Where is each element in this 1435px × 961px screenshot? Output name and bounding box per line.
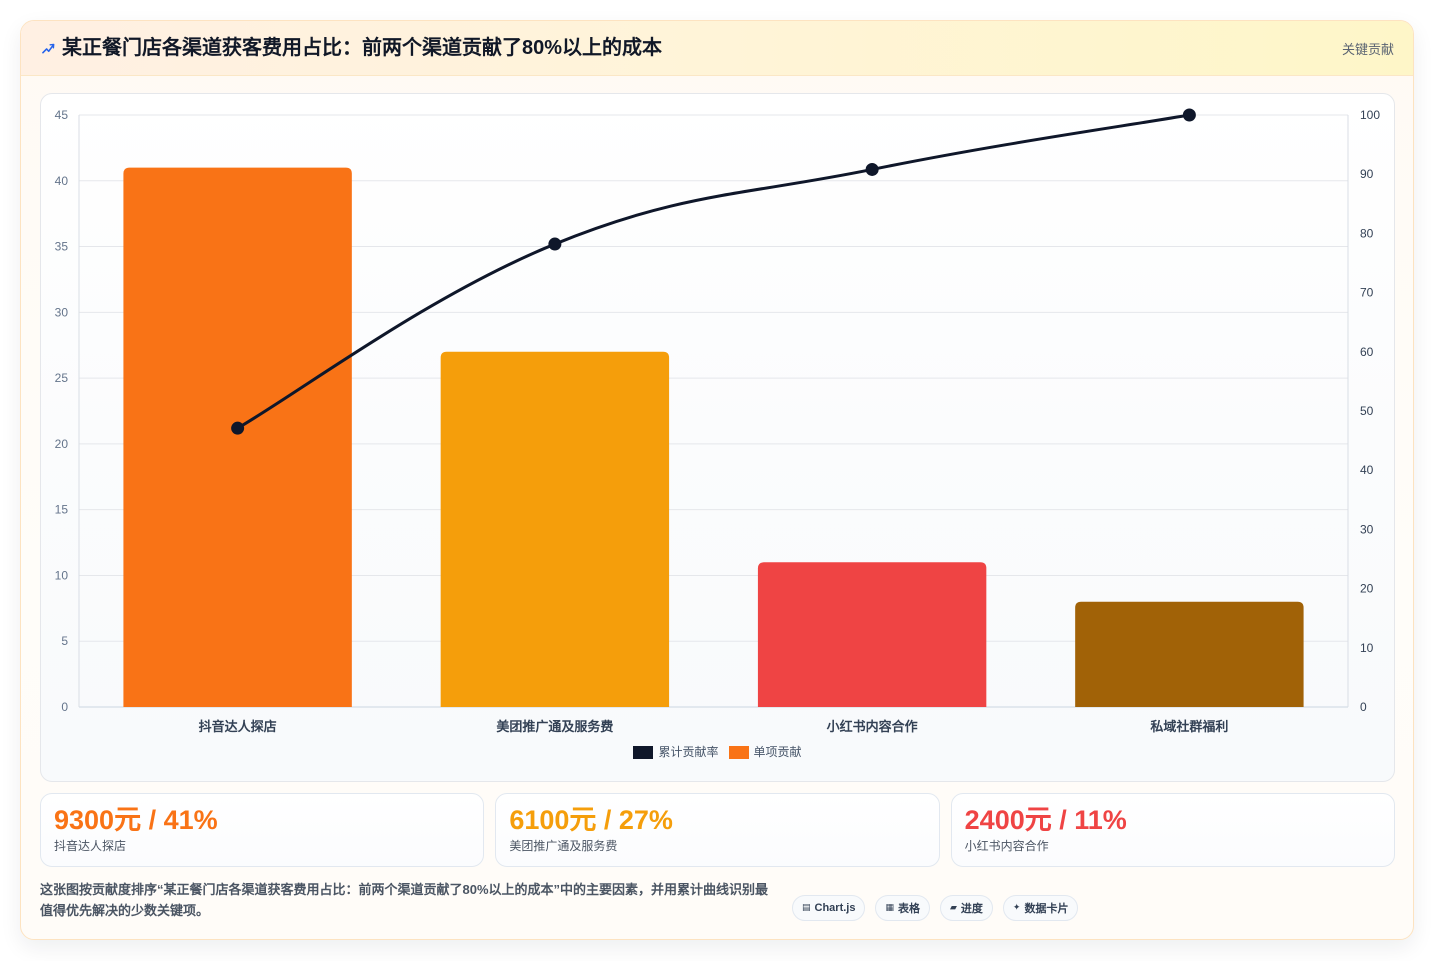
kpi-value: 9300元 / 41%: [54, 805, 218, 835]
chart-legend: 累计贡献率 单项贡献: [41, 745, 1394, 759]
y-right-tick-label: 80: [1360, 226, 1374, 240]
y-left-tick-label: 30: [55, 305, 69, 319]
y-right-tick-label: 50: [1360, 404, 1374, 418]
tag-data-card: 数据卡片: [1002, 895, 1079, 921]
legend-label-cumulative: 累计贡献率: [658, 745, 719, 759]
kpi-label: 小红书内容合作: [964, 839, 1049, 853]
kpi-value: 6100元 / 27%: [509, 805, 673, 835]
line-layer: [231, 108, 1196, 435]
label-layer: 0 5 10 15 20 25 30 35 40 45 0 10 20 30 40 50 60 70 80 90 100…: [55, 108, 1381, 734]
card-header: 某正餐门店各渠道获客费用占比：前两个渠道贡献了80%以上的成本 关键贡献: [21, 21, 1413, 76]
y-left-tick-label: 10: [55, 568, 69, 582]
tag-progress: 进度: [940, 895, 993, 921]
y-right-tick-label: 60: [1360, 345, 1374, 359]
cumulative-line: [236, 113, 1190, 430]
bar-2: [440, 351, 670, 707]
y-left-tick-label: 40: [55, 174, 69, 188]
y-left-tick-label: 35: [55, 240, 69, 254]
cumulative-point-3: [865, 162, 879, 176]
electric-arrow-icon: [42, 43, 55, 53]
kpi-label: 抖音达人探店: [54, 839, 127, 853]
cumulative-point-4: [1182, 108, 1196, 122]
y-left-tick-label: 0: [61, 700, 68, 714]
kpi-label: 美团推广通及服务费: [509, 839, 618, 853]
y-left-tick-label: 25: [55, 371, 69, 385]
y-right-tick-label: 100: [1360, 108, 1380, 122]
y-right-tick-label: 20: [1360, 582, 1374, 596]
pareto-card: 某正餐门店各渠道获客费用占比：前两个渠道贡献了80%以上的成本 关键贡献 0 5 1…: [20, 20, 1414, 940]
tag-chartjs: Chart.js: [792, 895, 866, 921]
chart-icon: [802, 904, 811, 913]
kpi-value: 2400元 / 11%: [964, 805, 1127, 835]
sparkle-icon: [1013, 904, 1021, 913]
y-left-tick-label: 20: [55, 437, 69, 451]
progress-icon: [950, 904, 957, 913]
y-right-tick-label: 40: [1360, 463, 1374, 477]
tag-label: 进度: [960, 903, 983, 915]
x-tick-label: 私域社群福利: [1150, 719, 1228, 734]
cumulative-point-2: [548, 237, 562, 251]
kpi-card: 2400元 / 11% 小红书内容合作: [950, 793, 1395, 867]
kpi-card: 6100元 / 27% 美团推广通及服务费: [495, 793, 940, 867]
y-left-tick-label: 15: [55, 503, 69, 517]
kpi-row: 9300元 / 41% 抖音达人探店 6100元 / 27% 美团推广通及服务费…: [40, 793, 1395, 867]
tag-label: Chart.js: [814, 902, 856, 914]
bar-3: [757, 562, 987, 707]
tag-label: 数据卡片: [1024, 903, 1069, 915]
x-tick-label: 抖音达人探店: [199, 719, 277, 734]
card-footer: 这张图按贡献度排序“某正餐门店各渠道获客费用占比：前两个渠道贡献了80%以上的成…: [40, 879, 1395, 921]
y-right-tick-label: 10: [1360, 641, 1374, 655]
x-tick-label: 美团推广通及服务费: [496, 719, 613, 734]
bar-1: [123, 167, 352, 708]
header-badge: 关键贡献: [1341, 41, 1394, 57]
pareto-chart: 0 5 10 15 20 25 30 35 40 45 0 10 20 30 40 50 60 70 80 90 100…: [55, 108, 1381, 734]
chart-panel: 0 5 10 15 20 25 30 35 40 45 0 10 20 30 40 50 60 70 80 90 100…: [40, 93, 1395, 782]
y-right-tick-label: 70: [1360, 286, 1374, 300]
tag-label: 表格: [898, 903, 920, 915]
y-left-tick-label: 5: [61, 634, 68, 648]
tech-tags: Chart.js 表格 进度 数据卡片: [792, 895, 1079, 921]
chart-description: 这张图按贡献度排序“某正餐门店各渠道获客费用占比：前两个渠道贡献了80%以上的成…: [40, 882, 769, 918]
legend-item-cumulative[interactable]: 累计贡献率: [633, 745, 719, 759]
cumulative-point-1: [231, 421, 245, 435]
y-right-tick-label: 0: [1360, 700, 1367, 714]
bar-4: [1075, 601, 1304, 707]
x-tick-label: 小红书内容合作: [827, 719, 918, 734]
y-right-tick-label: 90: [1360, 167, 1374, 181]
y-right-tick-label: 30: [1360, 522, 1374, 536]
legend-item-single[interactable]: 单项贡献: [728, 745, 802, 759]
legend-label-single: 单项贡献: [753, 745, 802, 759]
title-group: 某正餐门店各渠道获客费用占比：前两个渠道贡献了80%以上的成本: [42, 36, 662, 60]
legend-swatch-single: [728, 745, 749, 759]
table-icon: [885, 904, 894, 913]
card-body: 0 5 10 15 20 25 30 35 40 45 0 10 20 30 40 50 60 70 80 90 100…: [21, 76, 1413, 921]
tag-table: 表格: [875, 895, 930, 921]
bar-layer: [123, 167, 1304, 708]
card-title: 某正餐门店各渠道获客费用占比：前两个渠道贡献了80%以上的成本: [62, 37, 663, 59]
y-left-tick-label: 45: [55, 108, 69, 122]
legend-swatch-cumulative: [633, 745, 654, 759]
kpi-card: 9300元 / 41% 抖音达人探店: [40, 793, 485, 867]
